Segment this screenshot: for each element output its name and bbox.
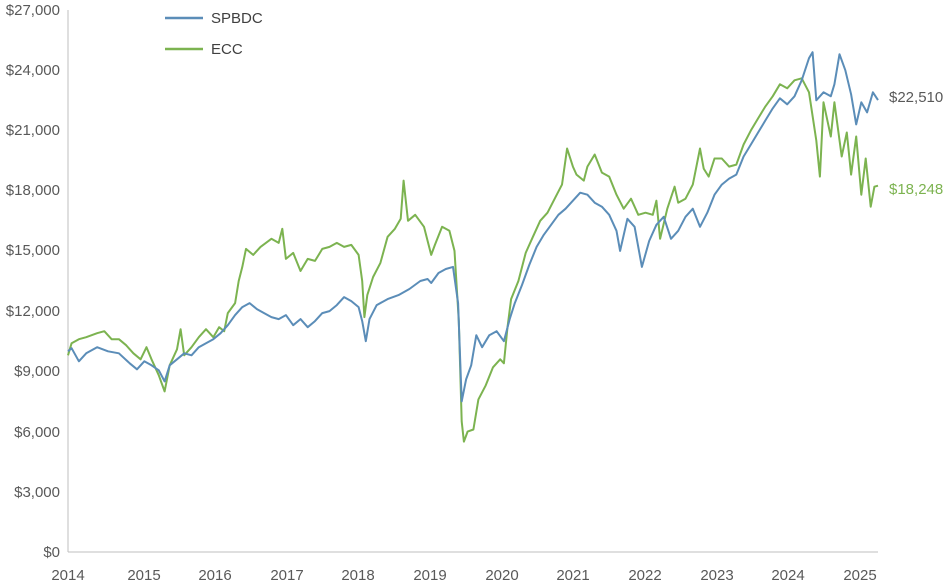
x-tick-label: 2019 [413, 567, 446, 584]
x-tick-label: 2018 [341, 567, 374, 584]
end-value-labels: $22,510 $18,248 [889, 89, 943, 198]
y-tick-label: $24,000 [6, 62, 60, 79]
axes [67, 10, 878, 553]
x-tick-label: 2024 [771, 567, 804, 584]
y-axis-tick-labels: $0 $3,000 $6,000 $9,000 $12,000 $15,000 … [6, 2, 60, 561]
x-tick-label: 2023 [700, 567, 733, 584]
legend: SPBDC ECC [165, 10, 263, 58]
y-tick-label: $18,000 [6, 182, 60, 199]
x-tick-label: 2014 [51, 567, 84, 584]
x-tick-label: 2015 [127, 567, 160, 584]
series-line-ecc [67, 77, 879, 443]
legend-item-ecc: ECC [165, 41, 243, 58]
y-tick-label: $15,000 [6, 242, 60, 259]
legend-label: ECC [211, 41, 243, 58]
x-axis-tick-labels: 2014 2015 2016 2017 2018 2019 2020 2021 … [51, 567, 876, 584]
x-tick-label: 2021 [556, 567, 589, 584]
series-line-spbdc [67, 51, 879, 403]
series-layer [67, 51, 879, 443]
x-tick-label: 2025 [843, 567, 876, 584]
legend-label: SPBDC [211, 10, 263, 27]
x-tick-label: 2020 [485, 567, 518, 584]
end-value-label-spbdc: $22,510 [889, 89, 943, 106]
y-tick-label: $12,000 [6, 303, 60, 320]
y-tick-label: $6,000 [14, 424, 60, 441]
x-tick-label: 2016 [198, 567, 231, 584]
x-tick-label: 2022 [628, 567, 661, 584]
legend-item-spbdc: SPBDC [165, 10, 263, 27]
y-tick-label: $9,000 [14, 363, 60, 380]
y-tick-label: $3,000 [14, 484, 60, 501]
end-value-label-ecc: $18,248 [889, 181, 943, 198]
y-tick-label: $0 [43, 544, 60, 561]
y-tick-label: $27,000 [6, 2, 60, 19]
y-tick-label: $21,000 [6, 122, 60, 139]
x-tick-label: 2017 [270, 567, 303, 584]
